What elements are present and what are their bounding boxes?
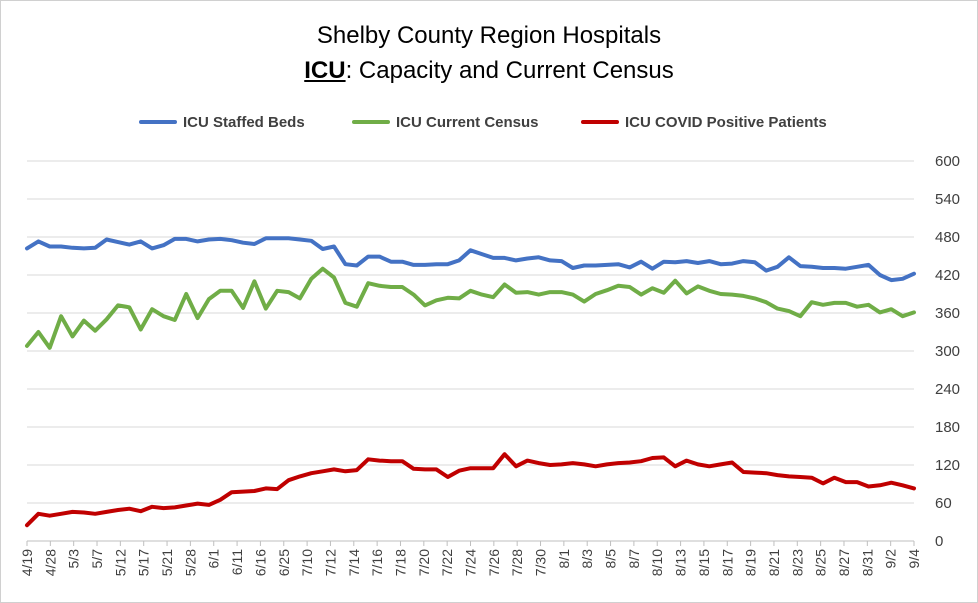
series-line-current-census (25, 266, 916, 350)
x-tick-label: 8/13 (673, 549, 689, 576)
x-tick-label: 8/15 (696, 549, 712, 576)
y-tick-label: 480 (935, 229, 960, 246)
y-tick-label: 600 (935, 153, 960, 170)
legend-label-covid-positive: ICU COVID Positive Patients (625, 113, 827, 131)
x-tick-label: 6/1 (206, 549, 222, 569)
legend-item-current-census: ICU Current Census (352, 111, 539, 133)
x-tick-label: 5/28 (182, 549, 198, 576)
y-tick-label: 240 (935, 381, 960, 398)
x-tick-label: 8/7 (626, 549, 642, 569)
x-tick-label: 8/10 (649, 549, 665, 576)
legend-swatch-staffed-beds (139, 120, 177, 124)
x-tick-label: 7/16 (369, 549, 385, 576)
x-tick-label: 8/1 (556, 549, 572, 569)
y-tick-label: 300 (935, 343, 960, 360)
x-tick-label: 5/3 (66, 549, 82, 569)
legend-label-current-census: ICU Current Census (396, 113, 539, 131)
x-tick-label: 5/12 (112, 549, 128, 576)
x-tick-label: 7/22 (439, 549, 455, 576)
x-tick-label: 6/11 (229, 549, 245, 575)
x-tick-label: 8/31 (859, 549, 875, 576)
y-tick-label: 540 (935, 191, 960, 208)
x-tick-label: 7/12 (322, 549, 338, 576)
x-tick-label: 8/17 (719, 549, 735, 576)
y-tick-label: 420 (935, 267, 960, 284)
x-tick-label: 5/21 (159, 549, 175, 576)
legend-swatch-current-census (352, 120, 390, 124)
x-tick-label: 4/19 (19, 549, 35, 576)
x-tick-label: 7/24 (463, 549, 479, 576)
x-tick-label: 9/4 (906, 549, 922, 569)
x-tick-label: 7/20 (416, 549, 432, 576)
x-tick-label: 7/14 (346, 549, 362, 576)
chart-title-line-2: ICU: Capacity and Current Census (0, 57, 978, 85)
y-tick-label: 60 (935, 495, 952, 512)
x-tick-label: 6/25 (276, 549, 292, 576)
y-tick-label: 0 (935, 533, 943, 550)
series-line-staffed-beds (25, 236, 916, 283)
x-tick-label: 7/28 (509, 549, 525, 576)
legend-item-staffed-beds: ICU Staffed Beds (139, 111, 305, 133)
x-tick-label: 7/26 (486, 549, 502, 576)
x-tick-label: 8/25 (813, 549, 829, 576)
legend: ICU Staffed Beds ICU Current Census ICU … (0, 111, 978, 133)
x-tick-label: 4/28 (42, 549, 58, 576)
y-tick-label: 120 (935, 457, 960, 474)
legend-swatch-covid-positive (581, 120, 619, 124)
x-tick-label: 6/16 (252, 549, 268, 576)
x-tick-label: 8/23 (789, 549, 805, 576)
x-tick-label: 8/19 (743, 549, 759, 576)
series-line-covid-positive (25, 452, 916, 528)
x-tick-label: 8/3 (579, 549, 595, 569)
x-tick-label: 7/10 (299, 549, 315, 576)
legend-label-staffed-beds: ICU Staffed Beds (183, 113, 305, 131)
x-tick-label: 9/2 (883, 549, 899, 569)
y-tick-label: 360 (935, 305, 960, 322)
y-tick-label: 180 (935, 419, 960, 436)
x-tick-label: 5/17 (136, 549, 152, 576)
x-tick-label: 8/27 (836, 549, 852, 576)
x-tick-label: 8/21 (766, 549, 782, 576)
chart-title-icu: ICU (304, 57, 346, 84)
x-tick-label: 8/5 (603, 549, 619, 569)
chart-title-rest: : Capacity and Current Census (345, 57, 674, 84)
x-tick-label: 5/7 (89, 549, 105, 569)
legend-item-covid-positive: ICU COVID Positive Patients (581, 111, 827, 133)
chart-title-line-1: Shelby County Region Hospitals (316, 22, 662, 49)
x-tick-label: 7/18 (392, 549, 408, 576)
x-tick-label: 7/30 (533, 549, 549, 576)
